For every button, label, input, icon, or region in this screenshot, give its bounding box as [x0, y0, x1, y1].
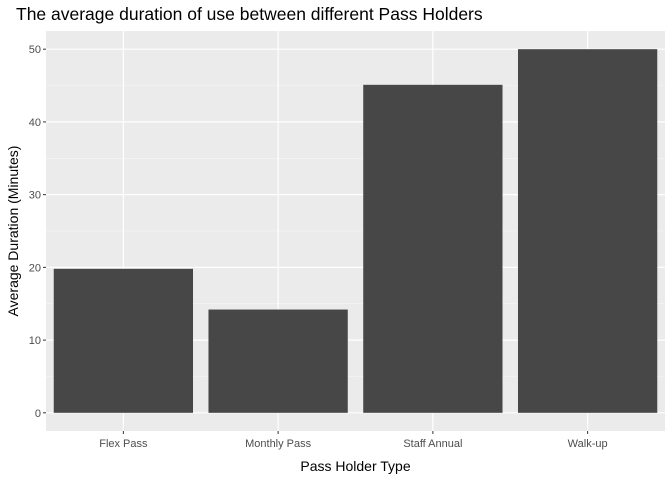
bar-monthly-pass [208, 309, 348, 413]
y-tick-label: 10 [29, 335, 41, 347]
x-tick-label: Monthly Pass [245, 438, 312, 450]
y-axis-title: Average Duration (Minutes) [5, 146, 21, 317]
x-axis-title: Pass Holder Type [300, 458, 410, 474]
y-tick-label: 0 [35, 408, 41, 420]
x-tick-label: Flex Pass [99, 438, 148, 450]
bars [53, 49, 658, 413]
bar-walk-up [517, 49, 658, 413]
y-tick-label: 30 [29, 190, 41, 202]
x-tick-label: Staff Annual [403, 438, 462, 450]
chart-title: The average duration of use between diff… [16, 4, 483, 24]
y-axis: 0 10 20 30 40 50 [29, 44, 46, 420]
y-tick-label: 40 [29, 117, 41, 129]
x-axis: Flex Pass Monthly Pass Staff Annual Walk-up [99, 431, 608, 450]
bar-flex-pass [53, 268, 194, 413]
x-tick-label: Walk-up [568, 438, 608, 450]
bar-staff-annual [363, 84, 503, 413]
y-tick-label: 50 [29, 44, 41, 56]
y-tick-label: 20 [29, 262, 41, 274]
